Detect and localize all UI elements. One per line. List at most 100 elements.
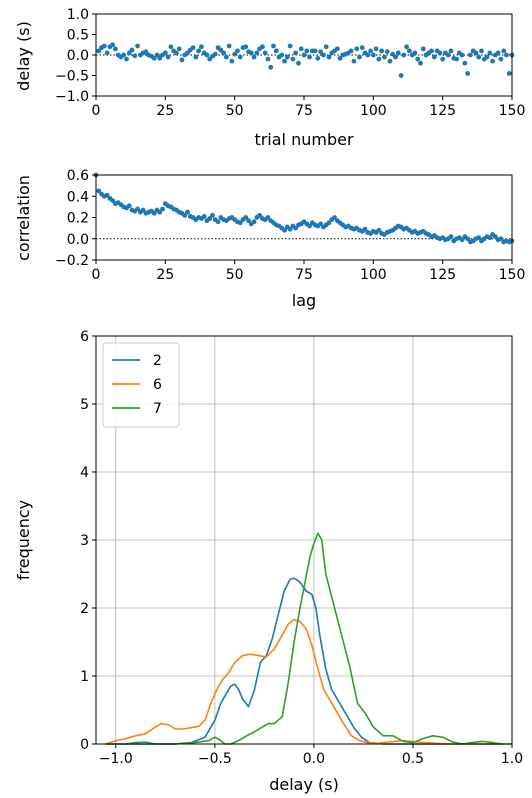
data-point: [196, 48, 202, 54]
data-point: [448, 234, 454, 240]
data-point: [298, 46, 304, 52]
data-point: [160, 206, 165, 212]
data-point: [307, 223, 312, 229]
data-point: [243, 44, 249, 50]
data-point: [365, 52, 371, 58]
data-point: [473, 50, 479, 56]
panel3-data: [105, 532, 512, 745]
data-point: [251, 54, 257, 60]
data-point: [290, 56, 296, 62]
series-line-2: [105, 577, 503, 745]
data-point: [226, 43, 232, 49]
y-tick-label: 0.4: [67, 189, 89, 205]
x-tick-label: 50: [226, 103, 244, 119]
data-point: [293, 50, 299, 56]
data-point: [404, 44, 410, 50]
data-point: [487, 50, 493, 56]
data-point: [401, 52, 407, 58]
data-point: [506, 71, 512, 76]
data-point: [165, 54, 171, 60]
data-point: [265, 215, 271, 220]
data-point: [459, 52, 465, 58]
legend-box: [102, 342, 180, 428]
x-tick-label: 150: [499, 267, 526, 283]
x-tick-label: −0.5: [198, 751, 232, 767]
panel2-data: [93, 172, 515, 245]
series-line-6: [105, 618, 503, 745]
data-point: [504, 52, 509, 58]
data-point: [304, 48, 310, 54]
data-point: [468, 52, 473, 58]
y-tick-label: 2: [80, 601, 89, 617]
data-point: [501, 48, 507, 54]
data-point: [395, 50, 401, 56]
y-tick-label: 4: [80, 465, 89, 481]
data-point: [490, 58, 495, 64]
series-line-7: [105, 532, 512, 745]
data-point: [282, 227, 287, 233]
data-point: [273, 48, 279, 54]
panel-correlation-scatter: 0 25 50 75 100 125 150 −0.2 0.0 0.2 0.4 0.6 lag co…: [14, 168, 525, 310]
data-point: [215, 219, 221, 225]
x-tick-label: 0.5: [402, 751, 424, 767]
x-tick-label: 75: [295, 267, 313, 283]
data-point: [398, 73, 404, 78]
data-point: [157, 209, 163, 215]
data-point: [237, 54, 243, 60]
data-point: [204, 52, 210, 58]
data-point: [246, 218, 251, 224]
x-tick-label: −1.0: [99, 751, 133, 767]
x-tick-label: 1.0: [501, 751, 523, 767]
y-tick-label: −0.5: [55, 69, 89, 85]
data-point: [495, 50, 501, 56]
data-point: [284, 54, 290, 60]
data-point: [321, 52, 326, 58]
x-tick-label: 125: [429, 103, 456, 119]
data-point: [440, 56, 446, 62]
panel1-xlabel: trial number: [254, 130, 354, 149]
data-point: [465, 71, 471, 76]
data-point: [113, 46, 118, 52]
data-point: [229, 58, 235, 64]
data-point: [104, 192, 110, 198]
data-point: [326, 220, 332, 226]
x-tick-label: 0.0: [303, 751, 325, 767]
panel1-data: [96, 42, 515, 78]
data-point: [334, 46, 340, 52]
data-point: [465, 236, 471, 242]
data-point: [382, 54, 387, 60]
data-point: [271, 43, 276, 49]
data-point: [248, 50, 254, 56]
data-point: [151, 55, 157, 61]
data-point: [101, 43, 107, 49]
data-point: [185, 209, 190, 215]
data-point: [132, 53, 138, 59]
y-tick-label: −1.0: [55, 89, 89, 105]
data-point: [492, 234, 498, 240]
data-point: [257, 212, 263, 218]
data-point: [151, 210, 157, 216]
data-point: [476, 54, 482, 60]
x-tick-label: 50: [226, 267, 244, 283]
data-point: [168, 44, 174, 50]
panel1-ylabel: delay (s): [14, 21, 33, 91]
data-point: [143, 49, 149, 55]
data-point: [193, 54, 199, 60]
data-point: [221, 50, 226, 56]
legend-label: 7: [153, 401, 162, 417]
y-tick-label: 0.5: [67, 28, 89, 44]
data-point: [179, 57, 185, 63]
panel-delay-density: −1.0 −0.5 0.0 0.5 1.0 0 1 2 3 4 5 6 delay (s) freq…: [14, 329, 523, 794]
data-point: [337, 55, 343, 61]
data-point: [418, 60, 423, 66]
data-point: [140, 207, 146, 213]
data-point: [459, 237, 465, 243]
y-tick-label: 3: [80, 533, 89, 549]
y-tick-label: 0.0: [67, 48, 89, 64]
data-point: [373, 46, 379, 52]
data-point: [260, 44, 265, 50]
data-point: [287, 43, 293, 49]
data-point: [237, 220, 243, 226]
data-point: [135, 43, 141, 49]
legend-label: 6: [153, 377, 162, 393]
